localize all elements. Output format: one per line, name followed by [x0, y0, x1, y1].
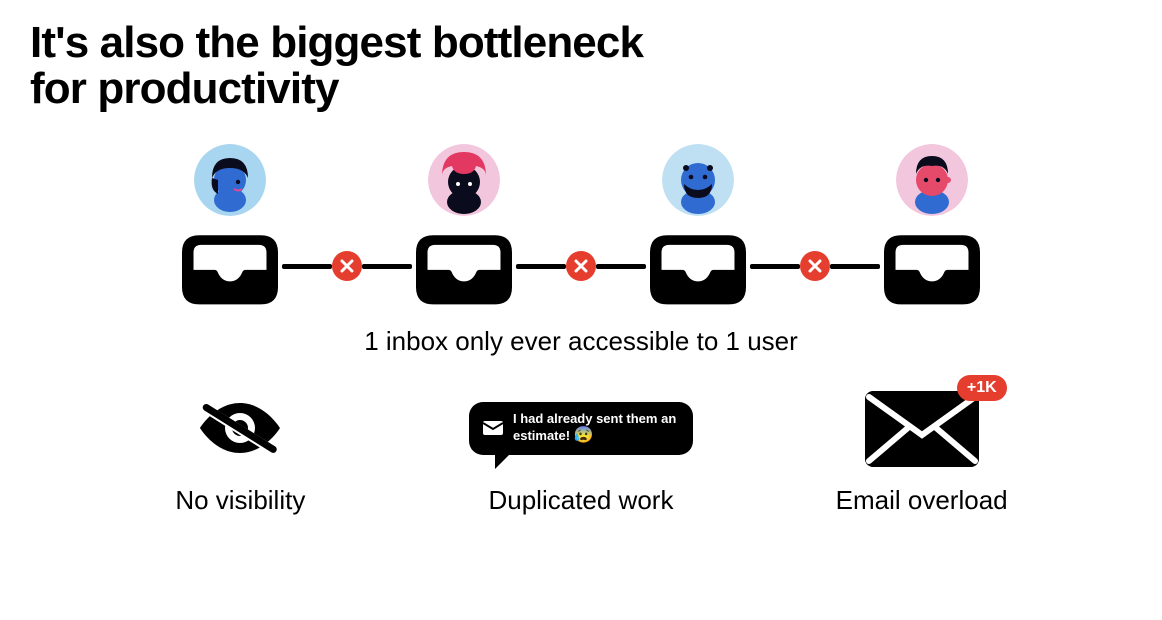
mail-mini-icon — [483, 421, 503, 435]
user-inbox-3 — [650, 144, 746, 306]
inbox-icon — [416, 226, 512, 306]
problem-no-visibility: No visibility — [90, 385, 390, 516]
badge-text: +1K — [967, 379, 997, 396]
inbox-icon — [182, 226, 278, 306]
user-inbox-4 — [884, 144, 980, 306]
connector-line — [282, 264, 332, 269]
block-icon — [800, 251, 830, 281]
slide-title: It's also the biggest bottleneck for pro… — [30, 20, 1132, 112]
problem-email-overload: +1K Email overload — [772, 385, 1072, 516]
speech-bubble-icon: I had already sent them an estimate! 😰 — [469, 385, 693, 471]
title-line-1: It's also the biggest bottleneck — [30, 18, 643, 67]
connector-line — [516, 264, 566, 269]
speech-bubble: I had already sent them an estimate! 😰 — [469, 402, 693, 455]
inbox-icon — [650, 226, 746, 306]
block-icon — [332, 251, 362, 281]
bubble-text: I had already sent them an estimate! 😰 — [513, 412, 679, 445]
bubble-message: I had already sent them an estimate! — [513, 411, 676, 443]
avatar-1 — [194, 144, 266, 216]
avatar-3 — [662, 144, 734, 216]
avatar-2 — [428, 144, 500, 216]
avatar-4 — [896, 144, 968, 216]
title-line-2: for productivity — [30, 64, 339, 113]
problem-duplicated-work: I had already sent them an estimate! 😰 D… — [431, 385, 731, 516]
connector-1 — [282, 251, 412, 281]
connector-line — [362, 264, 412, 269]
problem-label: Email overload — [836, 485, 1008, 516]
connector-line — [830, 264, 880, 269]
problem-label: Duplicated work — [488, 485, 673, 516]
diagram-caption: 1 inbox only ever accessible to 1 user — [30, 326, 1132, 357]
user-inbox-2 — [416, 144, 512, 306]
user-inbox-1 — [182, 144, 278, 306]
inbox-diagram — [131, 144, 1031, 306]
connector-2 — [516, 251, 646, 281]
overload-badge: +1K — [957, 375, 1007, 401]
problem-label: No visibility — [175, 485, 305, 516]
eye-off-icon — [187, 385, 293, 471]
connector-line — [750, 264, 800, 269]
problems-row: No visibility I had already sent them an… — [30, 385, 1132, 516]
connector-3 — [750, 251, 880, 281]
inbox-icon — [884, 226, 980, 306]
connector-line — [596, 264, 646, 269]
envelope-overload-icon: +1K — [863, 385, 981, 471]
block-icon — [566, 251, 596, 281]
bubble-emoji: 😰 — [574, 427, 594, 444]
